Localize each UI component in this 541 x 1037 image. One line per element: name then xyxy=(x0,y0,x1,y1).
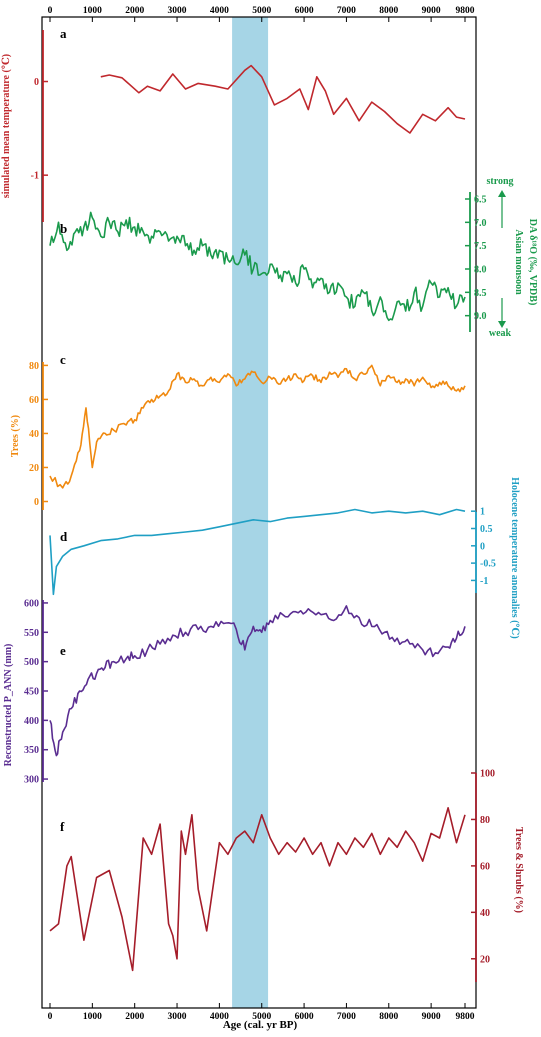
x-tick-label-bottom: 5000 xyxy=(252,1012,271,1022)
y-tick-label-c: 40 xyxy=(29,429,39,440)
y-tick-label-f: 80 xyxy=(480,815,490,826)
panel-label-f: f xyxy=(60,819,65,834)
y-tick-label-f: 20 xyxy=(480,954,490,965)
y-axis-label-b: DA δ¹⁸O (‰, VPDB) xyxy=(527,219,538,306)
series-line-e xyxy=(49,605,466,757)
panel-label-c: c xyxy=(60,352,66,367)
panel-label-e: e xyxy=(60,643,66,658)
y-tick-label-e: 350 xyxy=(24,745,39,756)
x-tick-label-top: 4000 xyxy=(210,6,229,16)
x-tick-label-bottom: 1000 xyxy=(83,1012,102,1022)
y-tick-label-d: -0.5 xyxy=(480,559,496,570)
panel-label-d: d xyxy=(60,529,68,544)
y-tick-label-b: 7.5 xyxy=(474,241,487,252)
y-tick-label-f: 100 xyxy=(480,769,495,780)
y-tick-label-e: 500 xyxy=(24,657,39,668)
series-line-b xyxy=(49,211,466,322)
x-tick-label-bottom: 0 xyxy=(48,1012,53,1022)
x-tick-label-top: 3000 xyxy=(168,6,187,16)
series-line-f xyxy=(49,807,466,972)
panel-c: c 0 20 40 60 80 Trees (%) xyxy=(10,352,466,510)
arrow-weak-head xyxy=(498,321,506,328)
x-tick-label-bottom: 9800 xyxy=(456,1012,475,1022)
y-tick-label-d: 0.5 xyxy=(480,524,493,535)
y-tick-label-a: -1 xyxy=(31,171,39,182)
y-axis-label-d: Holocene temperature anomalies (℃) xyxy=(509,477,520,638)
series-line-d xyxy=(49,508,466,596)
y-tick-label-b: 7.0 xyxy=(474,218,487,229)
panel-d: d 1 0.5 0 -0.5 -1 Holocene temperature anomali… xyxy=(49,477,520,639)
x-tick-label-top: 0 xyxy=(48,6,53,16)
x-tick-label-top: 5000 xyxy=(252,6,271,16)
weak-label: weak xyxy=(489,328,512,339)
y-tick-label-e: 450 xyxy=(24,687,39,698)
x-tick-label-bottom: 6000 xyxy=(295,1012,314,1022)
y-tick-label-b: 9.0 xyxy=(474,311,487,322)
x-tick-label-bottom: 3000 xyxy=(168,1012,187,1022)
series-line-c xyxy=(49,364,466,489)
x-tick-label-top: 2000 xyxy=(125,6,144,16)
y-tick-label-b: 6.5 xyxy=(474,195,487,206)
x-tick-label-top: 9000 xyxy=(422,6,441,16)
x-tick-label-bottom: 8000 xyxy=(379,1012,398,1022)
y-tick-label-b: 8.0 xyxy=(474,265,487,276)
y-axis-label-c: Trees (%) xyxy=(10,415,21,457)
panel-label-a: a xyxy=(60,26,67,41)
panel-b: b 9.0 8.5 8.0 7.5 7.0 6.5 DA δ¹⁸O (‰, VPDB) stro… xyxy=(49,176,538,339)
y-axis-label-a: simulated mean temperature (℃) xyxy=(1,54,12,198)
monsoon-label: Asian monsoon xyxy=(513,229,524,295)
panel-a: a 0 -1 simulated mean temperature (℃) xyxy=(1,26,466,222)
x-tick-label-bottom: 9000 xyxy=(422,1012,441,1022)
y-tick-label-e: 400 xyxy=(24,716,39,727)
x-tick-label-bottom: 4000 xyxy=(210,1012,229,1022)
x-tick-label-top: 1000 xyxy=(83,6,102,16)
highlight-band xyxy=(232,17,269,1008)
y-tick-label-c: 60 xyxy=(29,395,39,406)
x-tick-label-top: 9800 xyxy=(456,6,475,16)
x-tick-label-top: 8000 xyxy=(379,6,398,16)
panel-e: e 300 350 400 450 500 550 600 Reconstructed P_AN… xyxy=(3,598,466,786)
x-tick-label-bottom: 2000 xyxy=(125,1012,144,1022)
y-tick-label-c: 80 xyxy=(29,361,39,372)
panel-f: f 100 80 60 40 20 Trees & Shrubs (%) xyxy=(49,769,524,982)
y-tick-label-e: 600 xyxy=(24,598,39,609)
y-tick-label-c: 0 xyxy=(34,497,39,508)
panel-label-b: b xyxy=(60,221,67,236)
x-tick-label-top: 6000 xyxy=(295,6,314,16)
series-line-a xyxy=(100,64,466,134)
y-tick-label-f: 60 xyxy=(480,861,490,872)
y-tick-label-b: 8.5 xyxy=(474,288,487,299)
x-tick-label-top: 7000 xyxy=(337,6,356,16)
arrow-strong-head xyxy=(498,190,506,197)
y-tick-label-c: 20 xyxy=(29,463,39,474)
highlight-rect xyxy=(232,17,269,1008)
y-tick-label-d: 0 xyxy=(480,541,485,552)
panels: a 0 -1 simulated mean temperature (℃) b 9.0 8.… xyxy=(1,26,538,982)
y-axis-label-e: Reconstructed P_ANN (mm) xyxy=(3,644,14,767)
y-tick-label-e: 550 xyxy=(24,628,39,639)
y-tick-label-d: 1 xyxy=(480,507,485,518)
strong-label: strong xyxy=(486,176,513,187)
x-axis: 0 0 1000 1000 2000 2000 3000 3000 4000 4000 5000 50… xyxy=(48,6,475,1022)
y-tick-label-d: -1 xyxy=(480,576,488,587)
x-axis-label: Age (cal. yr BP) xyxy=(223,1019,298,1031)
y-tick-label-f: 40 xyxy=(480,908,490,919)
y-tick-label-a: 0 xyxy=(34,77,39,88)
y-axis-label-f: Trees & Shrubs (%) xyxy=(513,827,524,913)
x-tick-label-bottom: 7000 xyxy=(337,1012,356,1022)
y-tick-label-e: 300 xyxy=(24,775,39,786)
